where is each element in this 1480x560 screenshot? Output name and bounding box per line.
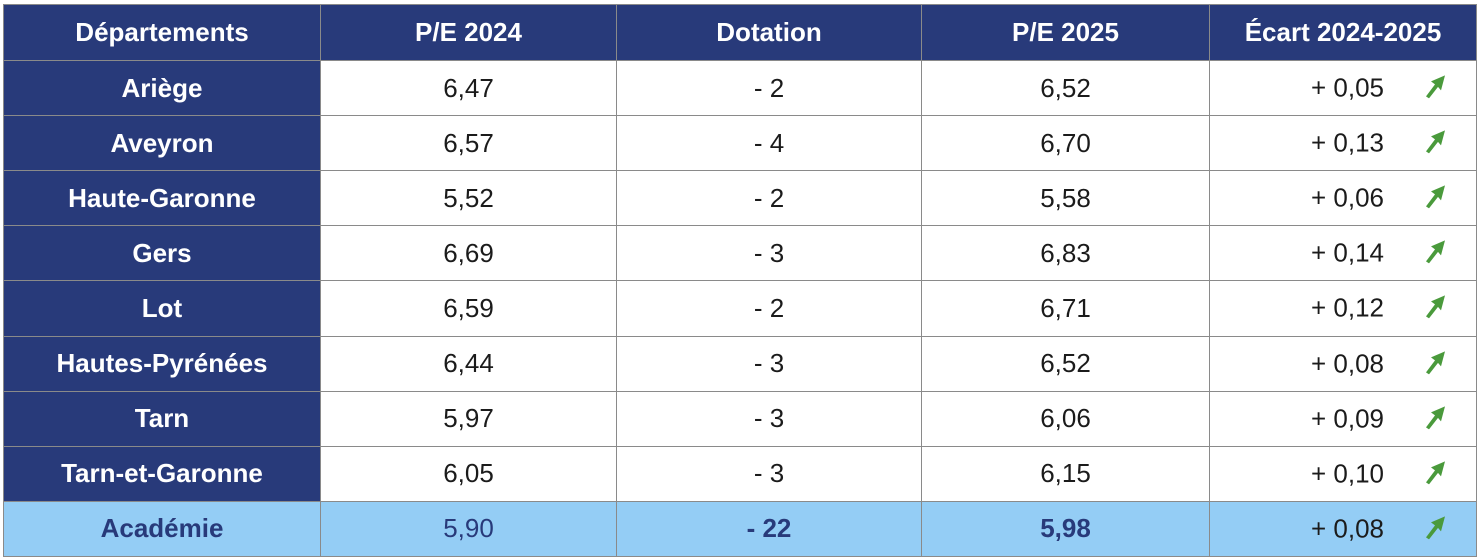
table-row: Tarn 5,97 - 3 6,06 + 0,09 [3,390,1477,447]
dept-name: Hautes-Pyrénées [3,335,321,392]
total-dotation-cell: - 22 [616,500,922,558]
col-header-pe-2024: P/E 2024 [320,4,617,61]
table-row: Tarn-et-Garonne 6,05 - 3 6,15 + 0,10 [3,445,1477,502]
arrow-up-right-icon [1426,350,1445,374]
arrow-up-right-icon [1426,461,1445,485]
pe-2025-cell: 6,70 [921,115,1210,172]
col-header-dotation: Dotation [616,4,922,61]
arrow-up-right-icon [1426,516,1445,540]
dept-name: Tarn [3,390,321,447]
col-header-departements: Départements [3,4,321,61]
ecart-value: + 0,13 [1310,127,1384,158]
pe-2024-cell: 6,05 [320,445,617,502]
dept-name: Ariège [3,59,321,117]
header-row: Départements P/E 2024 Dotation P/E 2025 … [3,4,1477,61]
table-row: Hautes-Pyrénées 6,44 - 3 6,52 + 0,08 [3,335,1477,392]
arrow-up-right-icon [1426,130,1445,154]
dotation-cell: - 3 [616,390,922,447]
ecart-value: + 0,12 [1310,292,1384,323]
total-row: Académie 5,90 - 22 5,98 + 0,08 [3,500,1477,558]
dept-name: Haute-Garonne [3,170,321,227]
pe-2025-cell: 6,15 [921,445,1210,502]
pe-2024-cell: 6,47 [320,59,617,117]
data-table: Départements P/E 2024 Dotation P/E 2025 … [3,4,1477,558]
total-label: Académie [3,500,321,558]
pe-2024-cell: 5,52 [320,170,617,227]
arrow-up-right-icon [1426,185,1445,209]
ecart-cell: + 0,10 [1209,445,1477,502]
pe-2024-cell: 5,97 [320,390,617,447]
col-header-ecart: Écart 2024-2025 [1209,4,1477,61]
ecart-value: + 0,08 [1310,513,1384,544]
ecart-value: + 0,08 [1310,348,1384,379]
pe-2025-cell: 5,58 [921,170,1210,227]
pe-2025-cell: 6,83 [921,225,1210,282]
dotation-cell: - 4 [616,115,922,172]
arrow-up-right-icon [1426,406,1445,430]
arrow-up-right-icon [1426,240,1445,264]
ecart-value: + 0,05 [1310,72,1384,103]
dept-name: Aveyron [3,115,321,172]
table-row: Haute-Garonne 5,52 - 2 5,58 + 0,06 [3,170,1477,227]
dotation-cell: - 2 [616,170,922,227]
ecart-cell: + 0,14 [1209,225,1477,282]
dotation-cell: - 3 [616,335,922,392]
pe-2025-cell: 6,52 [921,59,1210,117]
ecart-value: + 0,10 [1310,458,1384,489]
pe-2024-cell: 6,69 [320,225,617,282]
ecart-cell: + 0,09 [1209,390,1477,447]
total-pe-2025-cell: 5,98 [921,500,1210,558]
pe-2025-cell: 6,71 [921,280,1210,337]
dotation-cell: - 3 [616,445,922,502]
table-row: Ariège 6,47 - 2 6,52 + 0,05 [3,59,1477,117]
dept-name: Tarn-et-Garonne [3,445,321,502]
pe-2024-cell: 6,59 [320,280,617,337]
table-row: Aveyron 6,57 - 4 6,70 + 0,13 [3,115,1477,172]
ecart-cell: + 0,13 [1209,115,1477,172]
total-pe-2024-cell: 5,90 [320,500,617,558]
pe-2024-cell: 6,44 [320,335,617,392]
dotation-cell: - 3 [616,225,922,282]
ecart-value: + 0,06 [1310,182,1384,213]
ecart-value: + 0,14 [1310,237,1384,268]
ecart-cell: + 0,05 [1209,59,1477,117]
ecart-cell: + 0,08 [1209,335,1477,392]
col-header-pe-2025: P/E 2025 [921,4,1210,61]
ecart-cell: + 0,06 [1209,170,1477,227]
table-row: Gers 6,69 - 3 6,83 + 0,14 [3,225,1477,282]
arrow-up-right-icon [1426,295,1445,319]
pe-2025-cell: 6,06 [921,390,1210,447]
table-row: Lot 6,59 - 2 6,71 + 0,12 [3,280,1477,337]
arrow-up-right-icon [1426,75,1445,99]
dotation-cell: - 2 [616,59,922,117]
dept-name: Lot [3,280,321,337]
dotation-cell: - 2 [616,280,922,337]
pe-2025-cell: 6,52 [921,335,1210,392]
pe-2024-cell: 6,57 [320,115,617,172]
total-ecart-cell: + 0,08 [1209,500,1477,558]
dept-name: Gers [3,225,321,282]
ecart-value: + 0,09 [1310,403,1384,434]
ecart-cell: + 0,12 [1209,280,1477,337]
